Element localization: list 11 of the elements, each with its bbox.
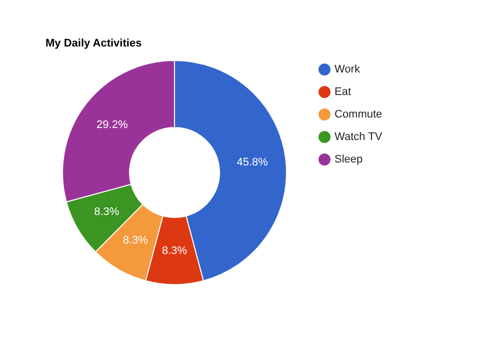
legend-label: Commute	[334, 108, 382, 120]
data-label: 8.3%	[122, 234, 148, 247]
data-label: 8.3%	[162, 245, 188, 257]
chart-title: My Daily Activities	[46, 38, 142, 50]
legend-label: Watch TV	[334, 131, 383, 143]
data-label: 8.3%	[94, 206, 120, 218]
legend-label: Work	[334, 64, 360, 76]
data-label: 29.2%	[96, 118, 128, 131]
data-label: 45.8%	[236, 156, 268, 168]
legend-label: Eat	[334, 86, 352, 98]
legend-label: Sleep	[334, 154, 363, 166]
